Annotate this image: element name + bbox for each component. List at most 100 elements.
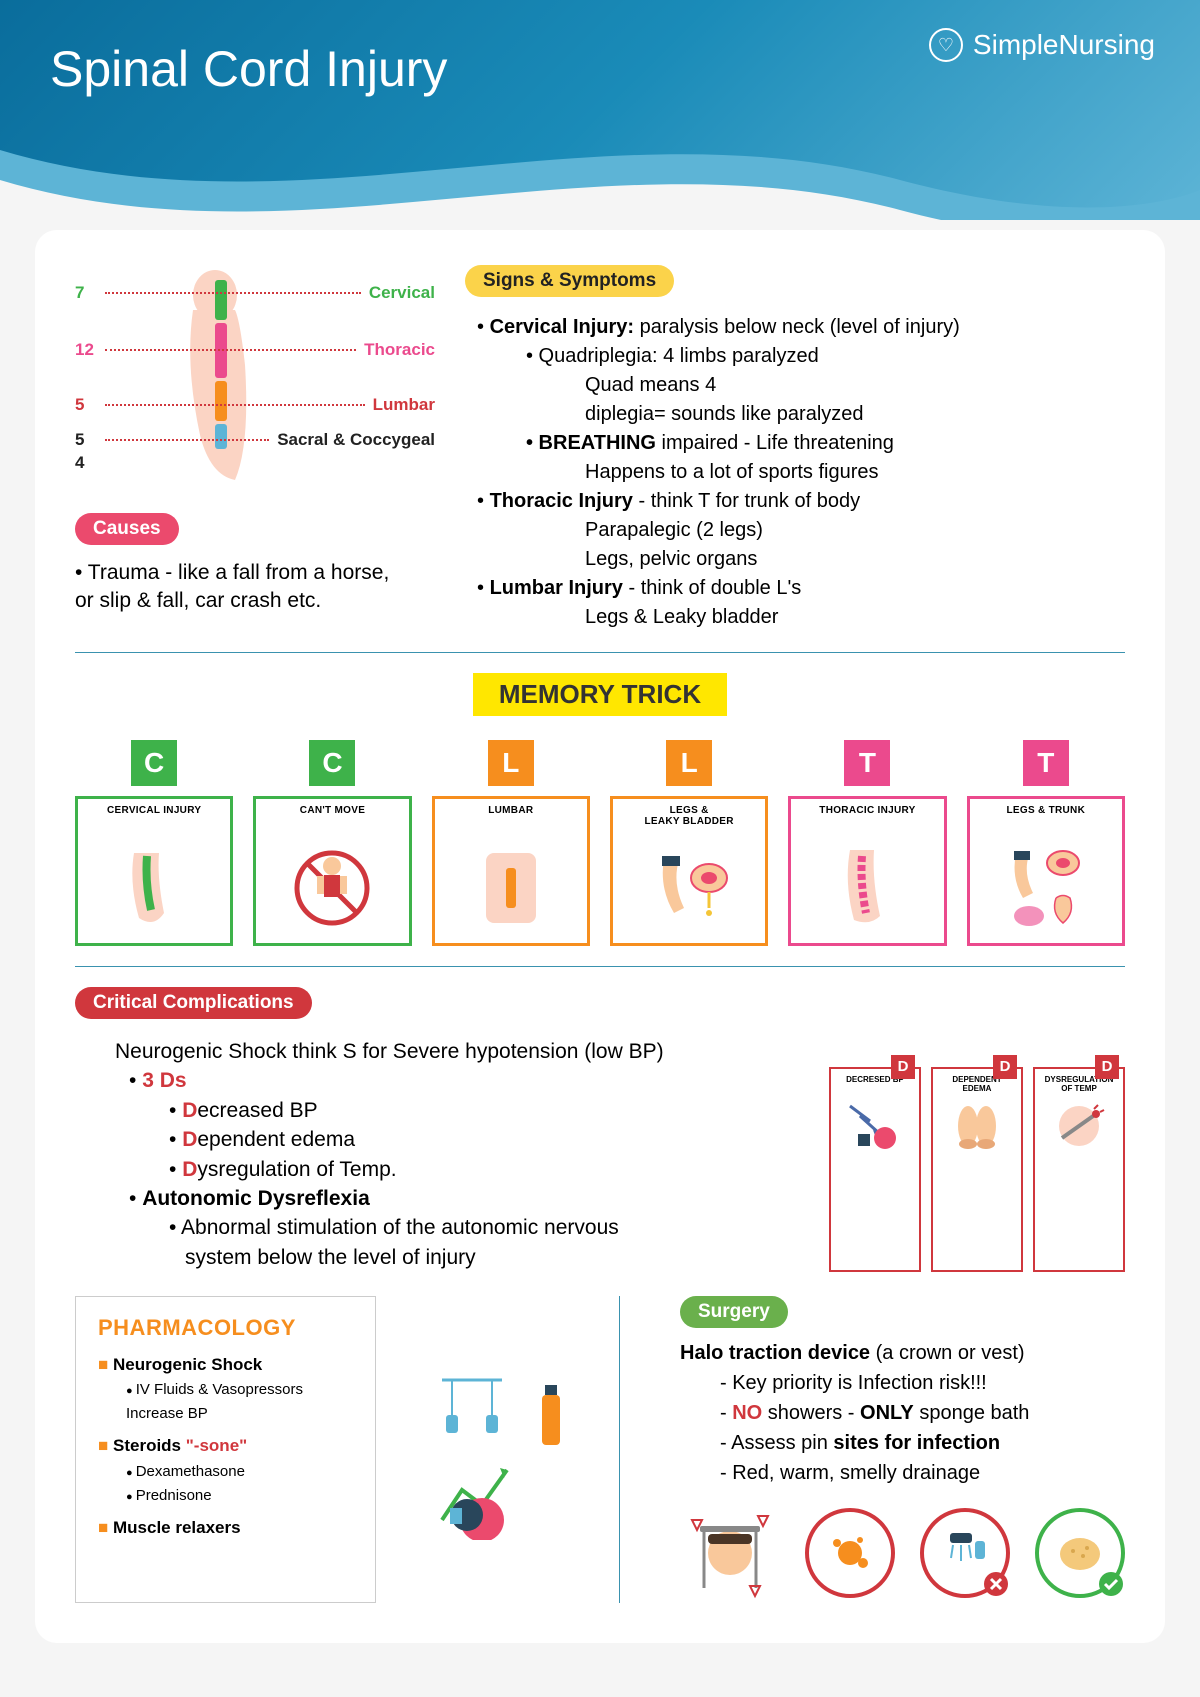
- causes-text: • Trauma - like a fall from a horse, or …: [75, 559, 435, 616]
- thoracic-heading: • Thoracic Injury - think T for trunk of…: [495, 487, 1125, 516]
- top-section: 7 Cervical 12 Thoracic 5 Lumbar 5: [75, 265, 1125, 632]
- memory-card-icon: [435, 835, 587, 935]
- brand-name: SimpleNursing: [973, 29, 1155, 61]
- surgery-line1: - Key priority is Infection risk!!!: [720, 1368, 1125, 1398]
- memory-box: THORACIC INJURY: [788, 796, 946, 946]
- spine-name-sacral: Sacral & Coccygeal: [277, 430, 435, 450]
- d-card: D DYSREGULATION OF TEMP: [1033, 1067, 1125, 1272]
- signs-section: Signs & Symptoms • Cervical Injury: para…: [465, 265, 1125, 632]
- divider: [75, 652, 1125, 653]
- divider: [75, 966, 1125, 967]
- autonomic-text: • Abnormal stimulation of the autonomic …: [185, 1213, 799, 1272]
- spine-name-thoracic: Thoracic: [364, 340, 435, 360]
- d1-line: • Decreased BP: [185, 1096, 799, 1125]
- memory-box: LEGS & TRUNK: [967, 796, 1125, 946]
- bottom-row: PHARMACOLOGY Neurogenic Shock IV Fluids …: [75, 1296, 1125, 1603]
- halo-title: Halo traction device (a crown or vest): [680, 1338, 1125, 1368]
- pharma-pred: Prednisone: [126, 1484, 353, 1508]
- memory-box-label: LEGS & TRUNK: [970, 805, 1122, 827]
- memory-letter: T: [844, 740, 890, 786]
- lumbar-heading: • Lumbar Injury - think of double L's: [495, 574, 1125, 603]
- header-wave: [0, 120, 1200, 220]
- infection-icon: [805, 1508, 895, 1598]
- surgery-section: Surgery Halo traction device (a crown or…: [650, 1296, 1125, 1603]
- halo-patient-icon: [680, 1508, 780, 1603]
- memory-box-label: CAN'T MOVE: [256, 805, 408, 827]
- surgery-line2: - NO showers - ONLY sponge bath: [720, 1398, 1125, 1428]
- pharmacology-card: PHARMACOLOGY Neurogenic Shock IV Fluids …: [75, 1296, 376, 1603]
- d-cards-row: D DECRESED BP D DEPENDENT EDEMA D DYSREG…: [829, 1067, 1125, 1272]
- breathing-sub: Happens to a lot of sports figures: [585, 458, 1125, 487]
- brand: ♡ SimpleNursing: [929, 28, 1155, 62]
- d-badge: D: [993, 1055, 1017, 1079]
- surgery-pill: Surgery: [680, 1296, 788, 1328]
- breathing-line: • BREATHING impaired - Life threatening: [540, 429, 1125, 458]
- memory-box-label: CERVICAL INJURY: [78, 805, 230, 827]
- memory-card: C CERVICAL INJURY: [75, 740, 233, 946]
- memory-box: LEGS & LEAKY BLADDER: [610, 796, 768, 946]
- vertical-divider: [619, 1296, 620, 1603]
- no-shower-icon: [920, 1508, 1010, 1598]
- d-card-icon: [835, 1093, 915, 1153]
- parapalegic-line: Parapalegic (2 legs): [585, 516, 1125, 545]
- memory-letter: C: [131, 740, 177, 786]
- page-header: Spinal Cord Injury ♡ SimpleNursing: [0, 0, 1200, 220]
- pharma-neurogenic: Neurogenic Shock: [98, 1351, 353, 1378]
- d2-line: • Dependent edema: [185, 1125, 799, 1154]
- causes-pill: Causes: [75, 513, 179, 545]
- brand-logo-icon: ♡: [929, 28, 963, 62]
- surgery-icons-row: [680, 1508, 1125, 1603]
- memory-card: T THORACIC INJURY: [788, 740, 946, 946]
- memory-box: CERVICAL INJURY: [75, 796, 233, 946]
- memory-box-label: LEGS & LEAKY BLADDER: [613, 805, 765, 827]
- pharma-neurogenic-sub: IV Fluids & Vasopressors Increase BP: [126, 1378, 353, 1426]
- spine-num-coccygeal: 4: [75, 453, 105, 473]
- memory-card-icon: [78, 835, 230, 935]
- quadriplegia-line: • Quadriplegia: 4 limbs paralyzed: [540, 342, 1125, 371]
- complications-pill: Critical Complications: [75, 987, 312, 1019]
- memory-box: LUMBAR: [432, 796, 590, 946]
- d-badge: D: [891, 1055, 915, 1079]
- pharmacology-title: PHARMACOLOGY: [98, 1315, 353, 1341]
- memory-card: L LEGS & LEAKY BLADDER: [610, 740, 768, 946]
- d-card-icon: [937, 1093, 1017, 1153]
- sponge-ok-icon: [1035, 1508, 1125, 1598]
- memory-card-icon: [613, 835, 765, 935]
- surgery-line4: - Red, warm, smelly drainage: [720, 1458, 1125, 1488]
- spine-num-thoracic: 12: [75, 340, 105, 360]
- memory-card: T LEGS & TRUNK: [967, 740, 1125, 946]
- legs-bladder-line: Legs & Leaky bladder: [585, 603, 1125, 632]
- d-card-icon: [1039, 1093, 1119, 1153]
- autonomic-title: • Autonomic Dysreflexia: [145, 1184, 799, 1213]
- three-ds-title: • 3 Ds: [145, 1066, 799, 1095]
- pharma-muscle: Muscle relaxers: [98, 1514, 353, 1541]
- memory-box-label: LUMBAR: [435, 805, 587, 827]
- legs-pelvic-line: Legs, pelvic organs: [585, 545, 1125, 574]
- d-card: D DECRESED BP: [829, 1067, 921, 1272]
- memory-card: L LUMBAR: [432, 740, 590, 946]
- memory-card: C CAN'T MOVE: [253, 740, 411, 946]
- surgery-line3: - Assess pin sites for infection: [720, 1428, 1125, 1458]
- spine-diagram: 7 Cervical 12 Thoracic 5 Lumbar 5: [75, 265, 435, 632]
- pharma-dexa: Dexamethasone: [126, 1460, 353, 1484]
- spine-num-lumbar: 5: [75, 395, 105, 415]
- memory-letter: T: [1023, 740, 1069, 786]
- memory-letter: L: [666, 740, 712, 786]
- spine-name-cervical: Cervical: [369, 283, 435, 303]
- spine-num-sacral: 5: [75, 430, 105, 450]
- content-card: 7 Cervical 12 Thoracic 5 Lumbar 5: [35, 230, 1165, 1643]
- memory-box: CAN'T MOVE: [253, 796, 411, 946]
- spine-num-cervical: 7: [75, 283, 105, 303]
- memory-letter: C: [309, 740, 355, 786]
- spine-name-lumbar: Lumbar: [373, 395, 435, 415]
- memory-trick-title: MEMORY TRICK: [473, 673, 727, 716]
- quad-means-line: Quad means 4: [585, 371, 1125, 400]
- signs-pill: Signs & Symptoms: [465, 265, 674, 297]
- cervical-heading: • Cervical Injury: paralysis below neck …: [495, 313, 1125, 342]
- neurogenic-intro: Neurogenic Shock think S for Severe hypo…: [115, 1037, 799, 1066]
- d-card: D DEPENDENT EDEMA: [931, 1067, 1023, 1272]
- page-title: Spinal Cord Injury: [50, 40, 447, 98]
- pharma-icons: [406, 1296, 589, 1603]
- complications-section: Neurogenic Shock think S for Severe hypo…: [75, 1037, 1125, 1272]
- d3-line: • Dysregulation of Temp.: [185, 1155, 799, 1184]
